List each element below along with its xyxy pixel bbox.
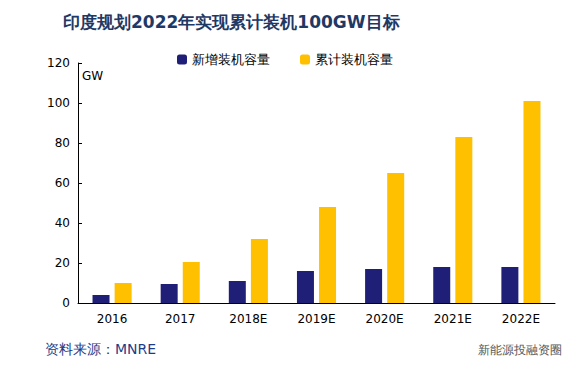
- svg-text:2018E: 2018E: [229, 312, 267, 326]
- svg-text:80: 80: [55, 136, 70, 150]
- svg-text:新增装机容量: 新增装机容量: [192, 52, 270, 67]
- svg-text:40: 40: [55, 216, 70, 230]
- svg-text:2022E: 2022E: [502, 312, 540, 326]
- svg-text:印度规划2022年实现累计装机100GW目标: 印度规划2022年实现累计装机100GW目标: [63, 12, 400, 32]
- svg-text:GW: GW: [82, 69, 103, 83]
- svg-text:资料来源：MNRE: 资料来源：MNRE: [45, 341, 156, 357]
- svg-text:新能源投融资圈: 新能源投融资圈: [478, 343, 562, 357]
- svg-text:2016: 2016: [97, 312, 128, 326]
- svg-text:120: 120: [47, 56, 70, 70]
- svg-text:2020E: 2020E: [366, 312, 404, 326]
- svg-text:2019E: 2019E: [297, 312, 335, 326]
- svg-text:0: 0: [62, 296, 70, 310]
- svg-text:累计装机容量: 累计装机容量: [315, 52, 393, 67]
- svg-text:2021E: 2021E: [434, 312, 472, 326]
- svg-text:60: 60: [55, 176, 70, 190]
- svg-text:2017: 2017: [165, 312, 196, 326]
- svg-text:100: 100: [47, 96, 70, 110]
- svg-text:20: 20: [55, 256, 70, 270]
